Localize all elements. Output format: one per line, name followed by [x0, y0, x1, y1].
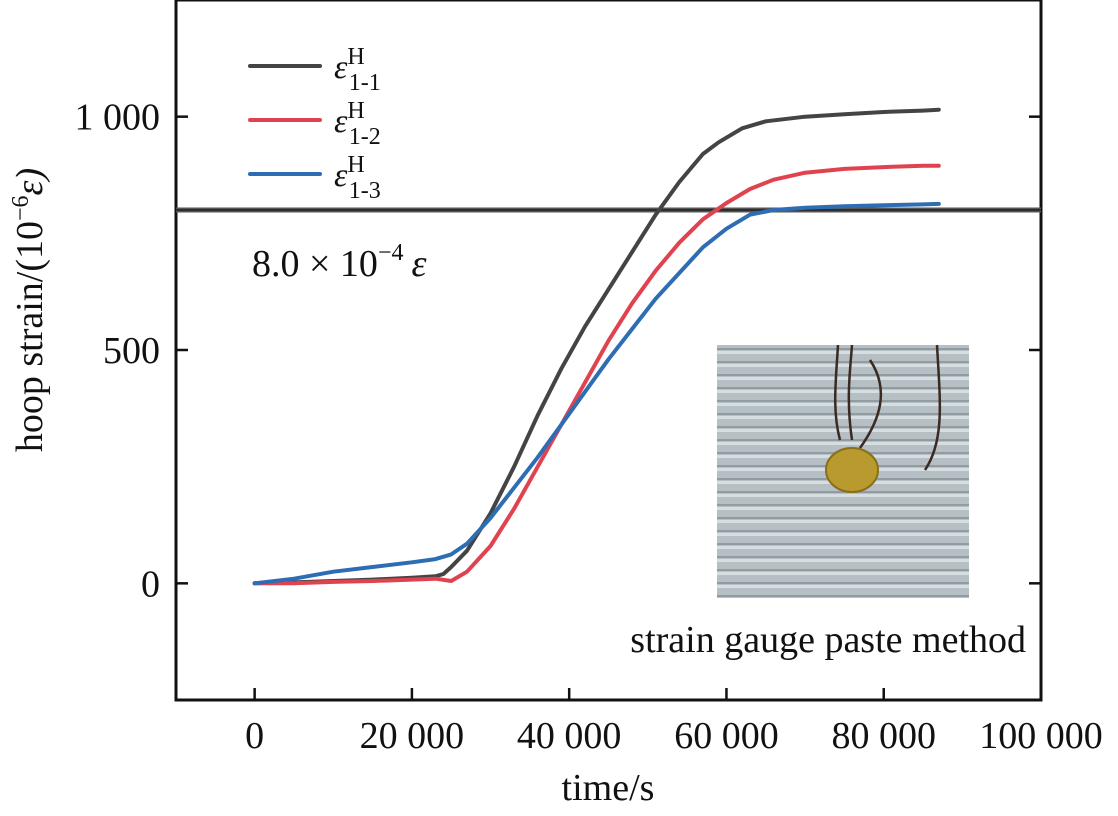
reference-annotation: 8.0 × 10−4 ε: [252, 240, 426, 285]
inset-caption: strain gauge paste method: [630, 619, 1026, 661]
x-tick-label: 40 000: [517, 715, 622, 757]
legend-label-1-3: εH 1-3: [334, 152, 381, 204]
x-axis-title: time/s: [562, 767, 655, 809]
x-tick-label: 20 000: [360, 715, 465, 757]
x-tick-label: 60 000: [674, 715, 779, 757]
y-axis-title: hoop strain/(10−6ε): [8, 168, 51, 452]
series-line-1-1: [252, 107, 941, 586]
y-tick-label: 1 000: [75, 97, 161, 139]
x-tick-label: 100 000: [979, 715, 1103, 757]
legend-label-1-2: εH 1-2: [334, 98, 381, 150]
y-tick-label: 0: [141, 563, 160, 605]
series-line-1-2: [252, 163, 941, 586]
series-line-1-3: [252, 201, 941, 586]
x-tick-label: 80 000: [831, 715, 936, 757]
legend-label-1-1: εH 1-1: [334, 44, 381, 96]
legend: εH 1-1εH 1-2εH 1-3: [248, 44, 381, 204]
strain-gauge-icon: [825, 447, 879, 493]
y-tick-label: 500: [103, 330, 160, 372]
inset-photo: [717, 344, 969, 598]
x-tick-label: 0: [245, 715, 264, 757]
